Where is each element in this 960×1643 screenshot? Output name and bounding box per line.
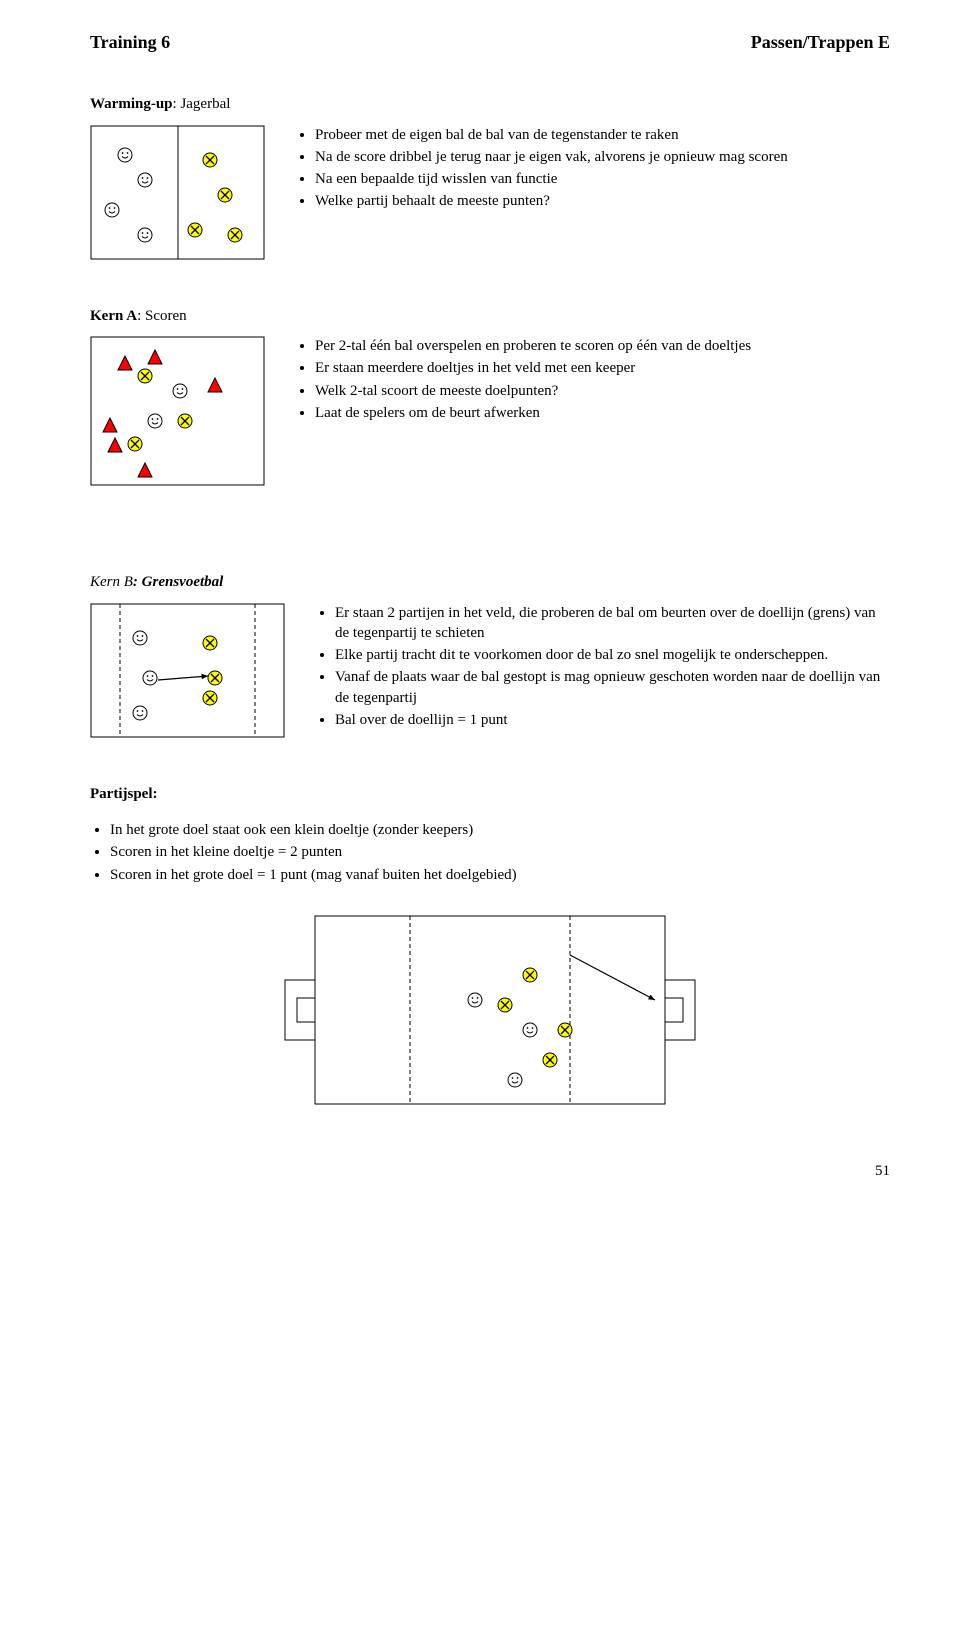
bullet-item: Scoren in het grote doel = 1 punt (mag v…: [110, 865, 890, 885]
bullet-item: Per 2-tal één bal overspelen en proberen…: [315, 336, 890, 356]
bullet-item: Na een bepaalde tijd wisslen van functie: [315, 169, 890, 189]
kernA-title: Kern A: Scoren: [90, 306, 890, 326]
partijspel-bullets: In het grote doel staat ook een klein do…: [90, 820, 890, 885]
warmingup-section: Warming-up: Jagerbal Probeer met de eige…: [90, 94, 890, 266]
kernA-section: Kern A: Scoren Per 2-tal één bal overspe…: [90, 306, 890, 493]
bullet-item: Welk 2-tal scoort de meeste doelpunten?: [315, 381, 890, 401]
warmingup-diagram: [90, 125, 265, 266]
partijspel-diagram: [275, 915, 705, 1111]
warmingup-title: Warming-up: Jagerbal: [90, 94, 890, 114]
bullet-item: Er staan 2 partijen in het veld, die pro…: [335, 603, 890, 644]
kernB-section: Kern B: Grensvoetbal Er staan 2 partijen…: [90, 572, 890, 744]
kernA-bullets: Per 2-tal één bal overspelen en proberen…: [295, 336, 890, 425]
partijspel-title: Partijspel:: [90, 784, 890, 804]
bullet-item: Er staan meerdere doeltjes in het veld m…: [315, 358, 890, 378]
header-left: Training 6: [90, 30, 170, 54]
bullet-item: Elke partij tracht dit te voorkomen door…: [335, 645, 890, 665]
bullet-item: Scoren in het kleine doeltje = 2 punten: [110, 842, 890, 862]
bullet-item: Na de score dribbel je terug naar je eig…: [315, 147, 890, 167]
warmingup-bullets: Probeer met de eigen bal de bal van de t…: [295, 125, 890, 214]
bullet-item: Bal over de doellijn = 1 punt: [335, 710, 890, 730]
header-right: Passen/Trappen E: [751, 30, 890, 54]
kernA-diagram: [90, 336, 265, 492]
bullet-item: Welke partij behaalt de meeste punten?: [315, 191, 890, 211]
bullet-item: In het grote doel staat ook een klein do…: [110, 820, 890, 840]
kernB-diagram: [90, 603, 285, 744]
kernB-title: Kern B: Grensvoetbal: [90, 572, 890, 592]
partijspel-section: Partijspel: In het grote doel staat ook …: [90, 784, 890, 1111]
page-header: Training 6 Passen/Trappen E: [90, 30, 890, 54]
bullet-item: Laat de spelers om de beurt afwerken: [315, 403, 890, 423]
bullet-item: Probeer met de eigen bal de bal van de t…: [315, 125, 890, 145]
kernB-bullets: Er staan 2 partijen in het veld, die pro…: [315, 603, 890, 733]
bullet-item: Vanaf de plaats waar de bal gestopt is m…: [335, 667, 890, 708]
page-number: 51: [90, 1161, 890, 1181]
